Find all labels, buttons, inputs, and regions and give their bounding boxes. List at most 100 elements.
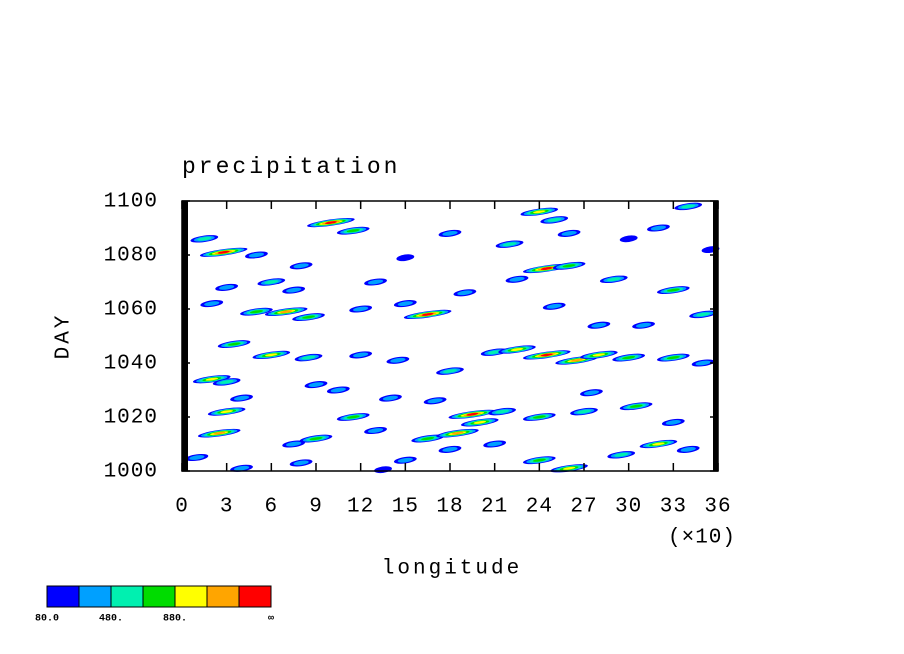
precip-patch — [421, 437, 435, 441]
precip-patch — [442, 231, 458, 236]
y-tick-label: 1020 — [104, 407, 158, 430]
precip-patch — [614, 452, 629, 457]
colorbar-label: ∞ — [268, 614, 274, 625]
x-tick-label: 9 — [309, 496, 323, 519]
precip-patch — [510, 348, 524, 351]
precip-patch — [562, 466, 576, 470]
precip-patch — [367, 279, 384, 285]
precip-patch — [286, 287, 302, 293]
colorbar-label: 80.0 — [35, 614, 59, 625]
x-tick-label: 12 — [347, 496, 374, 519]
precip-patch — [217, 250, 230, 254]
precip-patch — [204, 301, 220, 306]
precip-patch — [591, 322, 607, 328]
precip-patch — [650, 225, 667, 231]
colorbar-box — [46, 585, 80, 608]
precip-patch — [570, 358, 583, 362]
precip-patch — [451, 431, 464, 435]
precip-patch — [695, 360, 711, 366]
precip-patch — [396, 254, 415, 262]
precip-patch — [457, 290, 473, 296]
precip-patch — [652, 442, 665, 446]
precip-patch — [619, 235, 638, 243]
precip-patch — [427, 398, 443, 404]
precip-patch — [390, 357, 406, 363]
precip-patch — [533, 210, 546, 214]
edge-band — [182, 201, 188, 471]
precip-patch — [622, 356, 636, 360]
precip-patch — [293, 460, 309, 466]
y-tick-label: 1080 — [104, 245, 158, 268]
precip-patch — [264, 280, 279, 284]
precip-patch — [205, 377, 219, 381]
precip-patch — [540, 267, 553, 270]
precip-patch — [629, 404, 643, 408]
precip-patch — [302, 315, 316, 319]
precip-patch — [346, 415, 360, 419]
x-tick-label: 18 — [436, 496, 463, 519]
precip-patch — [466, 412, 479, 416]
y-axis-label: DAY — [53, 313, 76, 360]
precip-patch — [666, 356, 680, 360]
colorbar-box — [78, 585, 112, 608]
precip-patch — [227, 342, 241, 346]
precip-patch — [680, 447, 696, 452]
precip-patch — [443, 369, 457, 373]
precip-patch — [219, 380, 234, 384]
x-tick-label: 15 — [392, 496, 419, 519]
y-tick-label: 1040 — [104, 353, 158, 376]
y-tick-label: 1100 — [104, 191, 158, 214]
precip-patch — [249, 310, 263, 314]
x-tick-label: 27 — [570, 496, 597, 519]
precip-patch — [309, 437, 323, 441]
precip-patch — [265, 353, 278, 357]
colorbar-label: 480. — [99, 614, 123, 625]
precip-patch — [532, 458, 546, 462]
precip-patch — [219, 285, 235, 290]
precip-patch — [442, 447, 458, 452]
precip-patch — [606, 277, 621, 282]
precip-patch — [421, 312, 434, 316]
precip-patch — [509, 276, 525, 282]
precip-patch — [197, 236, 212, 241]
precip-patch — [666, 288, 680, 292]
colorbar-box — [110, 585, 144, 608]
precip-patch — [293, 263, 309, 269]
precip-patch — [330, 387, 346, 393]
x-tick-label: 24 — [526, 496, 553, 519]
colorbar-box — [206, 585, 240, 608]
x-axis-label: longitude — [382, 558, 522, 581]
edge-band — [713, 201, 718, 471]
precip-patch — [532, 415, 546, 419]
precip-patch — [233, 395, 250, 401]
precip-patch — [487, 350, 502, 355]
colorbar-box — [238, 585, 272, 608]
precip-patch — [213, 431, 226, 435]
chart-title: precipitation — [182, 154, 400, 180]
precip-patch — [367, 428, 384, 433]
precip-patch — [346, 229, 360, 233]
y-tick-label: 1000 — [104, 461, 158, 484]
x-tick-label: 6 — [265, 496, 279, 519]
precip-patch — [546, 303, 562, 309]
precip-patch — [382, 395, 399, 401]
precip-patch — [353, 352, 369, 358]
precip-patch — [301, 355, 316, 360]
precip-patch — [561, 231, 577, 236]
x-tick-label: 30 — [615, 496, 642, 519]
precip-patch — [635, 322, 652, 328]
precip-patch — [665, 420, 681, 425]
precip-patch — [540, 353, 553, 357]
precip-patch — [353, 306, 369, 312]
precip-patch — [286, 441, 302, 447]
precip-patch — [189, 455, 205, 460]
precip-patch — [592, 353, 606, 357]
precip-patch — [681, 204, 696, 209]
precip-patch — [547, 218, 562, 222]
x-scale-label: (×10) — [668, 527, 736, 550]
precip-patch — [562, 264, 576, 268]
colorbar-box — [174, 585, 208, 608]
colorbar-label: 880. — [163, 614, 187, 625]
